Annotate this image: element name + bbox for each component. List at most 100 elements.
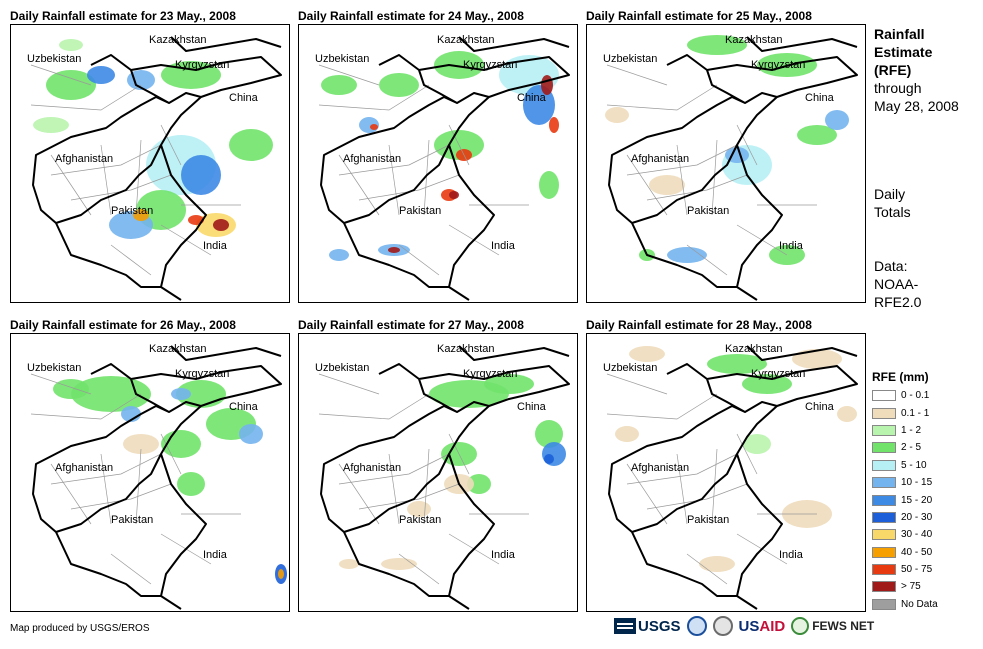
country-label-uzbekistan: Uzbekistan bbox=[27, 53, 82, 65]
rfe-title-line1: Rainfall bbox=[874, 26, 925, 42]
legend-swatch bbox=[872, 598, 896, 610]
rainfall-map: Kazakhstan Uzbekistan Kyrgyzstan China Afgha… bbox=[586, 333, 866, 612]
legend-label: 5 - 10 bbox=[901, 459, 927, 471]
country-label-kyrgyzstan: Kyrgyzstan bbox=[751, 59, 806, 71]
rainfall-panel: Daily Rainfall estimate for 25 May., 200… bbox=[586, 8, 866, 303]
country-label-kyrgyzstan: Kyrgyzstan bbox=[175, 59, 230, 71]
panel-title: Daily Rainfall estimate for 26 May., 200… bbox=[10, 318, 236, 332]
country-label-uzbekistan: Uzbekistan bbox=[315, 53, 370, 65]
rainfall-area bbox=[544, 454, 554, 464]
rainfall-area bbox=[742, 374, 792, 394]
legend-label: 10 - 15 bbox=[901, 477, 933, 489]
rainfall-area bbox=[629, 346, 665, 362]
rainfall-area bbox=[133, 209, 149, 221]
legend-swatch bbox=[872, 477, 896, 489]
rainfall-area bbox=[370, 124, 378, 130]
country-label-pakistan: Pakistan bbox=[399, 205, 442, 217]
legend-item: 2 - 5 bbox=[872, 439, 977, 456]
country-label-pakistan: Pakistan bbox=[111, 514, 154, 526]
rainfall-map: Kazakhstan Uzbekistan Kyrgyzstan China Afgha… bbox=[298, 333, 578, 612]
country-label-uzbekistan: Uzbekistan bbox=[603, 53, 658, 65]
country-label-afghanistan: Afghanistan bbox=[343, 462, 402, 474]
legend-item: 30 - 40 bbox=[872, 526, 977, 543]
legend-item: No Data bbox=[872, 596, 977, 613]
country-label-kyrgyzstan: Kyrgyzstan bbox=[463, 368, 518, 380]
country-label-pakistan: Pakistan bbox=[399, 514, 442, 526]
rainfall-panel: Daily Rainfall estimate for 23 May., 200… bbox=[10, 8, 290, 303]
map-credit: Map produced by USGS/EROS bbox=[10, 623, 150, 634]
usaid-logo-us: US bbox=[738, 617, 760, 635]
rfe-title-line3: (RFE) bbox=[874, 62, 912, 78]
country-label-india: India bbox=[203, 549, 227, 561]
country-borders bbox=[320, 345, 570, 610]
country-label-uzbekistan: Uzbekistan bbox=[603, 362, 658, 374]
country-label-kazakhstan: Kazakhstan bbox=[149, 343, 207, 355]
country-label-kyrgyzstan: Kyrgyzstan bbox=[751, 368, 806, 380]
rainfall-area bbox=[53, 379, 89, 399]
rfe-title-line5: May 28, 2008 bbox=[874, 98, 959, 114]
rainfall-area bbox=[46, 70, 96, 100]
legend-label: 0 - 0.1 bbox=[901, 390, 930, 402]
legend-item: 20 - 30 bbox=[872, 509, 977, 526]
rainfall-area bbox=[229, 129, 273, 161]
rainfall-area bbox=[321, 75, 357, 95]
country-borders bbox=[608, 345, 858, 610]
country-borders bbox=[32, 345, 282, 610]
rfe-title-line4: through bbox=[874, 80, 922, 96]
rainfall-panel: Daily Rainfall estimate for 26 May., 200… bbox=[10, 317, 290, 612]
legend-label: No Data bbox=[901, 598, 938, 610]
rainfall-area bbox=[792, 349, 842, 369]
country-label-india: India bbox=[491, 549, 515, 561]
rainfall-area bbox=[707, 354, 767, 374]
country-label-uzbekistan: Uzbekistan bbox=[315, 362, 370, 374]
rainfall-area bbox=[484, 374, 534, 394]
legend-swatch bbox=[872, 442, 896, 454]
rainfall-area bbox=[687, 35, 747, 55]
country-borders bbox=[608, 36, 858, 301]
country-label-kazakhstan: Kazakhstan bbox=[725, 34, 783, 46]
country-label-afghanistan: Afghanistan bbox=[631, 153, 690, 165]
rainfall-area bbox=[649, 175, 685, 195]
legend-swatch bbox=[872, 424, 896, 436]
panel-title: Daily Rainfall estimate for 24 May., 200… bbox=[298, 9, 524, 23]
country-borders bbox=[320, 36, 570, 301]
map-graphic bbox=[606, 345, 858, 610]
legend-item: 50 - 75 bbox=[872, 561, 977, 578]
rainfall-area bbox=[381, 558, 417, 570]
rainfall-area bbox=[449, 191, 459, 199]
usaid-logo-aid: AID bbox=[759, 617, 786, 635]
rainfall-area bbox=[339, 559, 359, 569]
country-label-kyrgyzstan: Kyrgyzstan bbox=[175, 368, 230, 380]
daily-line1: Daily bbox=[874, 186, 906, 202]
legend-swatch bbox=[872, 546, 896, 558]
rainfall-area bbox=[699, 556, 735, 572]
rainfall-area bbox=[743, 434, 771, 454]
data-line1: Data: bbox=[874, 258, 908, 274]
country-label-kyrgyzstan: Kyrgyzstan bbox=[463, 59, 518, 71]
rainfall-panel: Daily Rainfall estimate for 28 May., 200… bbox=[586, 317, 866, 612]
panel-title: Daily Rainfall estimate for 28 May., 200… bbox=[586, 318, 812, 332]
country-label-china: China bbox=[805, 401, 834, 413]
legend-swatch bbox=[872, 494, 896, 506]
panel-title: Daily Rainfall estimate for 25 May., 200… bbox=[586, 9, 812, 23]
rainfall-area bbox=[59, 39, 83, 51]
rainfall-area bbox=[213, 219, 229, 231]
daily-line2: Totals bbox=[874, 204, 911, 220]
rainfall-map: Kazakhstan Uzbekistan Kyrgyzstan China Afgha… bbox=[298, 24, 578, 303]
country-label-pakistan: Pakistan bbox=[687, 205, 730, 217]
map-graphic bbox=[605, 35, 858, 301]
rainfall-area bbox=[329, 249, 349, 261]
legend-title: RFE (mm) bbox=[872, 370, 929, 384]
rainfall-area bbox=[605, 107, 629, 123]
data-line3: RFE2.0 bbox=[874, 294, 922, 310]
country-label-china: China bbox=[229, 401, 258, 413]
country-label-kazakhstan: Kazakhstan bbox=[149, 34, 207, 46]
country-label-china: China bbox=[805, 92, 834, 104]
legend-label: 2 - 5 bbox=[901, 442, 922, 454]
country-label-india: India bbox=[779, 240, 803, 252]
rainfall-area bbox=[177, 472, 205, 496]
rainfall-area bbox=[837, 406, 857, 422]
legend-label: 1 - 2 bbox=[901, 424, 922, 436]
legend-item: 40 - 50 bbox=[872, 544, 977, 561]
legend-label: > 75 bbox=[901, 581, 921, 593]
